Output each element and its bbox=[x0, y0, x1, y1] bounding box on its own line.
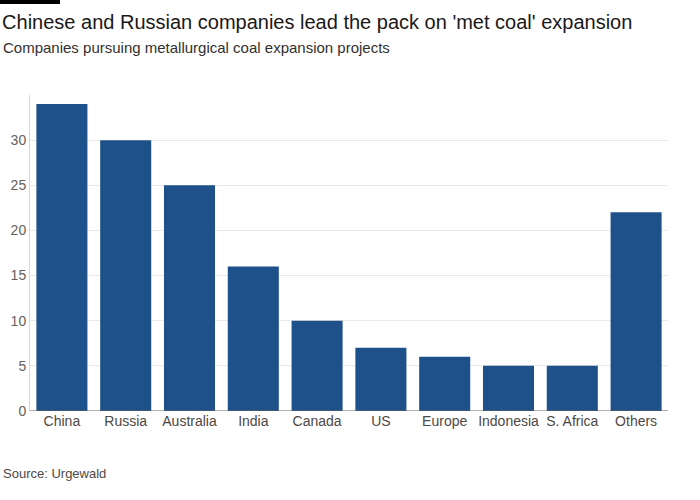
svg-text:10: 10 bbox=[11, 313, 27, 329]
svg-text:China: China bbox=[44, 413, 81, 429]
svg-text:5: 5 bbox=[18, 358, 26, 374]
svg-text:India: India bbox=[238, 413, 269, 429]
svg-text:US: US bbox=[371, 413, 390, 429]
svg-text:Companies pursuing metallurgic: Companies pursuing metallurgical coal ex… bbox=[3, 39, 390, 56]
svg-text:Chinese and Russian companies: Chinese and Russian companies lead the p… bbox=[2, 11, 632, 33]
svg-text:0: 0 bbox=[18, 403, 26, 419]
svg-text:Europe: Europe bbox=[422, 413, 467, 429]
svg-text:S. Africa: S. Africa bbox=[546, 413, 598, 429]
svg-text:25: 25 bbox=[11, 177, 27, 193]
svg-text:30: 30 bbox=[11, 132, 27, 148]
svg-text:Indonesia: Indonesia bbox=[478, 413, 539, 429]
svg-text:Australia: Australia bbox=[162, 413, 217, 429]
svg-text:15: 15 bbox=[11, 267, 27, 283]
svg-text:Others: Others bbox=[615, 413, 657, 429]
svg-text:Canada: Canada bbox=[293, 413, 342, 429]
svg-text:20: 20 bbox=[11, 222, 27, 238]
svg-text:Source: Urgewald: Source: Urgewald bbox=[3, 466, 106, 481]
svg-text:Russia: Russia bbox=[104, 413, 147, 429]
